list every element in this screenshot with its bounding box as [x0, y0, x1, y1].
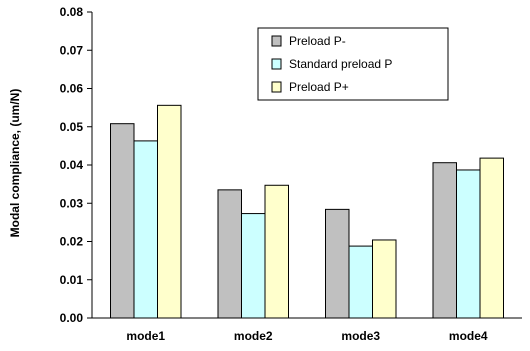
bar-mode4-series-2: [456, 169, 481, 319]
legend: Preload P- Standard preload P Preload P+: [257, 27, 449, 101]
legend-box: [257, 27, 449, 101]
legend-swatch: [271, 81, 282, 93]
x-tick-label: mode3: [341, 329, 380, 343]
legend-swatch: [271, 58, 282, 70]
x-axis-labels: mode1 mode2 mode3 mode4: [126, 329, 488, 343]
x-tick-label: mode2: [234, 329, 273, 343]
y-tick-label: 0.07: [60, 43, 84, 57]
legend-label: Standard preload P: [289, 57, 392, 71]
y-tick-label: 0.00: [60, 311, 84, 325]
y-tick-label: 0.03: [60, 196, 84, 210]
bar-mode3-series-1: [325, 208, 350, 319]
bar-mode4-series-3: [479, 157, 504, 319]
bar-mode3-series-2: [348, 245, 373, 319]
legend-swatch: [271, 35, 282, 47]
bar-mode3-series-3: [372, 239, 397, 319]
bar-mode2-series-2: [241, 213, 266, 319]
bar-mode2-series-1: [217, 189, 242, 319]
y-tick-label: 0.05: [60, 120, 84, 134]
x-tick-label: mode1: [126, 329, 165, 343]
y-tick-label: 0.06: [60, 82, 84, 96]
y-tick-label: 0.08: [60, 5, 84, 19]
legend-label: Preload P+: [289, 80, 349, 94]
bar-mode1-series-3: [157, 104, 182, 319]
x-tick-label: mode4: [449, 329, 488, 343]
bar-mode2-series-3: [264, 184, 289, 319]
bar-mode1-series-1: [110, 123, 135, 319]
y-tick-label: 0.04: [60, 158, 84, 172]
legend-label: Preload P-: [289, 34, 346, 48]
bars: [110, 104, 504, 319]
y-tick-label: 0.02: [60, 235, 84, 249]
y-axis-title: Modal compliance, (um/N): [8, 89, 22, 238]
bar-mode1-series-2: [133, 140, 158, 319]
bar-mode4-series-1: [432, 162, 457, 319]
y-axis-ticks: 0.00 0.01 0.02 0.03 0.04 0.05 0.06 0.07 0.08: [60, 5, 92, 325]
y-tick-label: 0.01: [60, 273, 84, 287]
